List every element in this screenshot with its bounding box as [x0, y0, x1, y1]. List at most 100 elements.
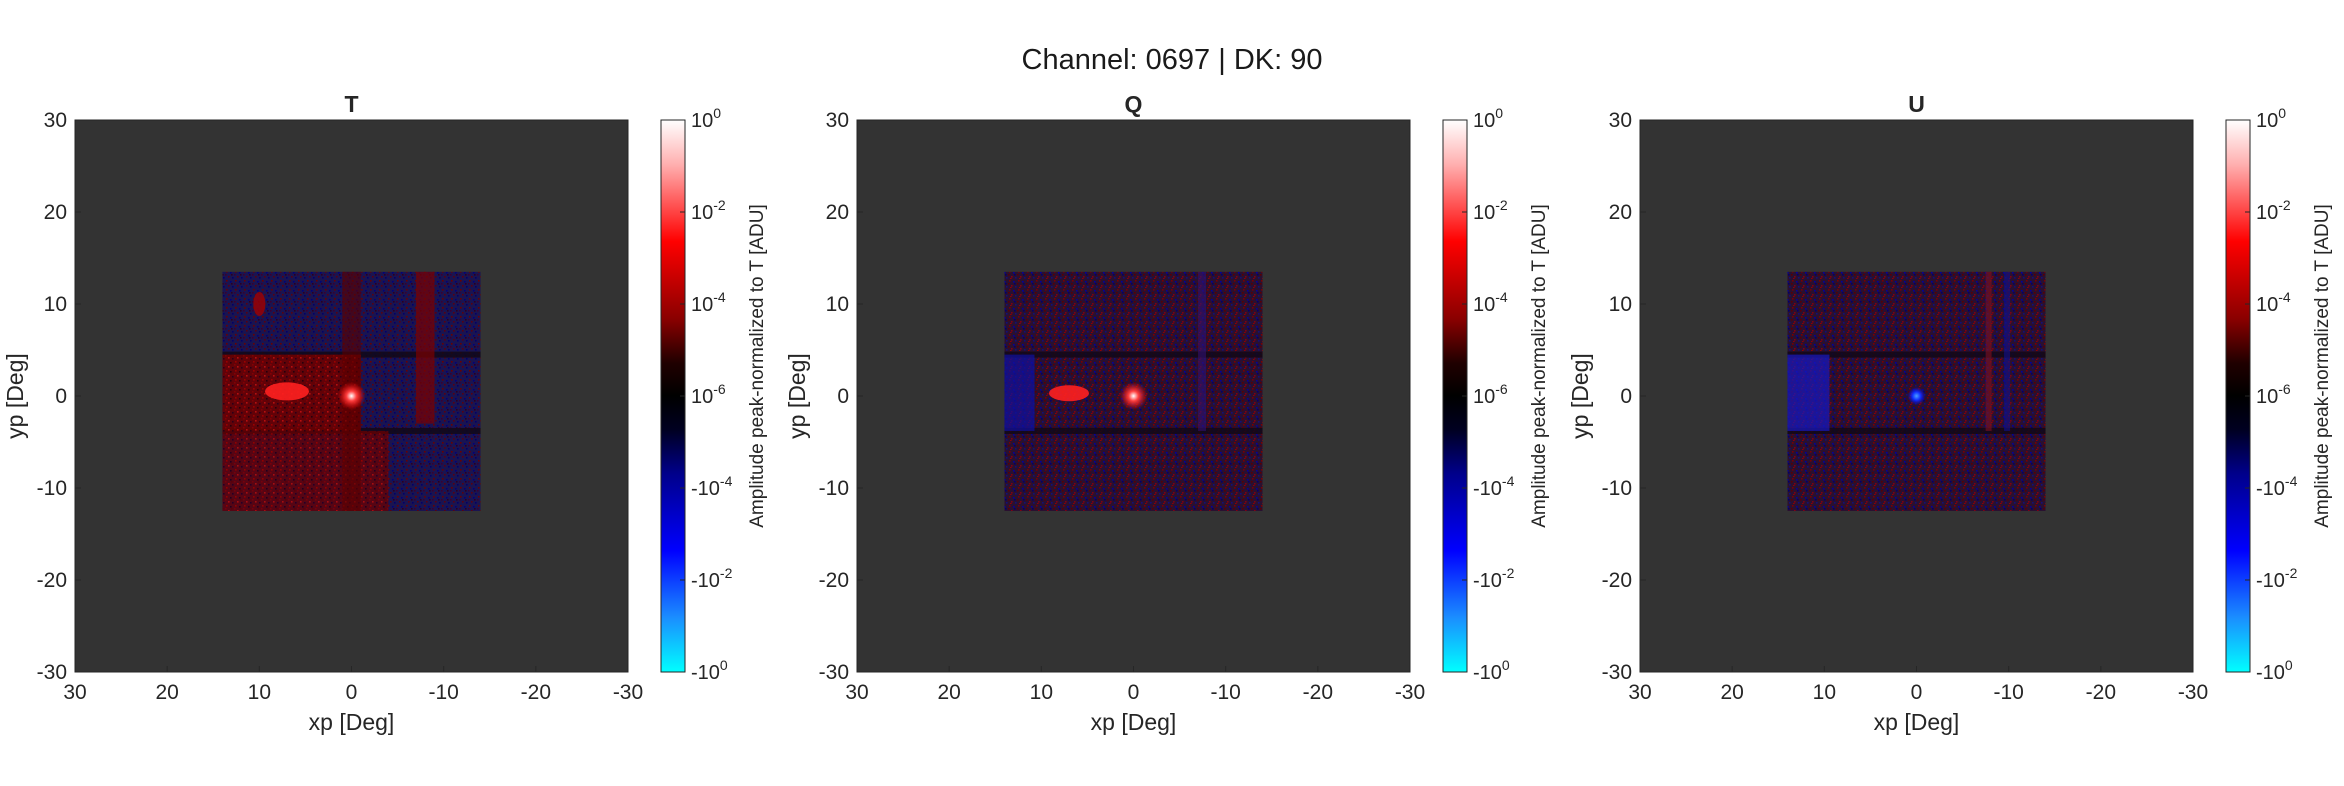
- x-tick-label: -20: [1303, 681, 1333, 704]
- x-tick-label: 30: [63, 681, 86, 704]
- colorbar-tick-exponent: -2: [2278, 197, 2291, 213]
- x-tick-label: 30: [845, 681, 868, 704]
- colorbar-tick-exponent: -6: [2278, 381, 2291, 397]
- y-axis-label: yp [Deg]: [784, 353, 810, 439]
- colorbar-tick-label: -100: [691, 657, 728, 684]
- y-tick-label: -10: [1602, 477, 1632, 500]
- y-tick-label: -10: [37, 477, 67, 500]
- x-tick-label: -10: [428, 681, 458, 704]
- y-tick-label: -30: [819, 661, 849, 684]
- x-axis-label: xp [Deg]: [1874, 709, 1960, 735]
- x-tick-label: 20: [155, 681, 178, 704]
- y-tick-label: 20: [1609, 201, 1632, 224]
- x-tick-label: 10: [1813, 681, 1836, 704]
- stripe-feature: [2004, 271, 2011, 431]
- colorbar-tick-label: -100: [2256, 657, 2293, 684]
- colorbar-tick-label: -10-4: [691, 473, 733, 500]
- x-tick-label: 10: [248, 681, 271, 704]
- blue-stripe: [1787, 354, 1830, 431]
- y-axis-label: yp [Deg]: [1567, 353, 1593, 439]
- colorbar-tick-exponent: 0: [1502, 657, 1510, 673]
- y-tick-label: 10: [1609, 293, 1632, 316]
- x-tick-label: -20: [521, 681, 551, 704]
- x-tick-label: 0: [1128, 681, 1140, 704]
- colorbar-tick-label: 10-4: [1473, 289, 1508, 316]
- colorbar-tick-exponent: -2: [2285, 565, 2298, 581]
- seam-band: [1004, 427, 1263, 434]
- main-beam-peak: [1119, 382, 1148, 410]
- ghost-feature: [253, 292, 266, 316]
- y-tick-label: 20: [44, 201, 67, 224]
- colorbar-label: Amplitude peak-normalized to T [ADU]: [747, 204, 768, 528]
- y-tick-label: -20: [37, 569, 67, 592]
- y-tick-label: 10: [44, 293, 67, 316]
- y-tick-label: -30: [37, 661, 67, 684]
- colorbar-tick-label: 100: [691, 105, 721, 132]
- x-axis-label: xp [Deg]: [309, 709, 395, 735]
- colorbar-tick-label: 10-4: [691, 289, 726, 316]
- seam-band: [1787, 351, 2046, 358]
- colorbar-tick-exponent: -6: [713, 381, 726, 397]
- main-beam-peak: [1907, 387, 1926, 405]
- colorbar-tick-label: -10-2: [2256, 565, 2298, 592]
- x-tick-label: -30: [2178, 681, 2208, 704]
- y-tick-label: -20: [819, 569, 849, 592]
- ghost-feature: [264, 382, 309, 401]
- colorbar-tick-label: -10-4: [2256, 473, 2298, 500]
- colorbar-tick-exponent: -2: [1502, 565, 1515, 581]
- x-tick-label: -30: [613, 681, 643, 704]
- colorbar-tick-label: -100: [1473, 657, 1510, 684]
- colorbar-tick-label: 10-2: [2256, 197, 2291, 224]
- colorbar-tick-label: -10-2: [691, 565, 733, 592]
- y-tick-label: 20: [826, 201, 849, 224]
- colorbar-tick-label: 10-2: [1473, 197, 1508, 224]
- colorbar-tick-exponent: 0: [720, 657, 728, 673]
- colorbar-tick-exponent: -4: [713, 289, 726, 305]
- colorbar-tick-label: -10-4: [1473, 473, 1515, 500]
- y-tick-label: 0: [55, 385, 67, 408]
- colorbar-tick-label: 10-2: [691, 197, 726, 224]
- colorbar-tick-label: 100: [2256, 105, 2286, 132]
- colorbar-tick-exponent: -4: [720, 473, 733, 489]
- colorbar-tick-label: 10-4: [2256, 289, 2291, 316]
- y-tick-label: 30: [44, 109, 67, 132]
- stripe-feature: [1198, 271, 1207, 431]
- colorbar-tick-label: -10-2: [1473, 565, 1515, 592]
- x-tick-label: 20: [937, 681, 960, 704]
- colorbar-tick-exponent: -2: [1495, 197, 1508, 213]
- x-tick-label: -20: [2086, 681, 2116, 704]
- axes-title: U: [1908, 91, 1925, 117]
- main-beam-peak: [337, 382, 366, 410]
- y-tick-label: 0: [837, 385, 849, 408]
- x-tick-label: -10: [1993, 681, 2023, 704]
- colorbar-tick-exponent: -2: [713, 197, 726, 213]
- y-tick-label: 10: [826, 293, 849, 316]
- ghost-feature: [1048, 385, 1089, 402]
- y-tick-label: 30: [826, 109, 849, 132]
- y-axis-label: yp [Deg]: [2, 353, 28, 439]
- seam-band: [1787, 427, 2046, 434]
- seam-band: [1004, 351, 1263, 358]
- y-tick-label: -10: [819, 477, 849, 500]
- x-tick-label: 0: [346, 681, 358, 704]
- sidelobe-region: [222, 430, 389, 511]
- x-tick-label: 0: [1911, 681, 1923, 704]
- colorbar-tick-exponent: 0: [2285, 657, 2293, 673]
- stripe-feature: [1985, 271, 1992, 431]
- colorbar-tick-exponent: -6: [1495, 381, 1508, 397]
- figure-title: Channel: 0697 | DK: 90: [1021, 44, 1323, 76]
- colorbar-tick-label: 10-6: [1473, 381, 1508, 408]
- y-tick-label: 0: [1620, 385, 1632, 408]
- colorbar-tick-exponent: -4: [2285, 473, 2298, 489]
- x-tick-label: 10: [1030, 681, 1053, 704]
- colorbar-label: Amplitude peak-normalized to T [ADU]: [2312, 204, 2333, 528]
- x-tick-label: -10: [1210, 681, 1240, 704]
- x-axis-label: xp [Deg]: [1091, 709, 1177, 735]
- colorbar-tick-label: 10-6: [2256, 381, 2291, 408]
- y-tick-label: -20: [1602, 569, 1632, 592]
- axes-title: T: [344, 91, 358, 117]
